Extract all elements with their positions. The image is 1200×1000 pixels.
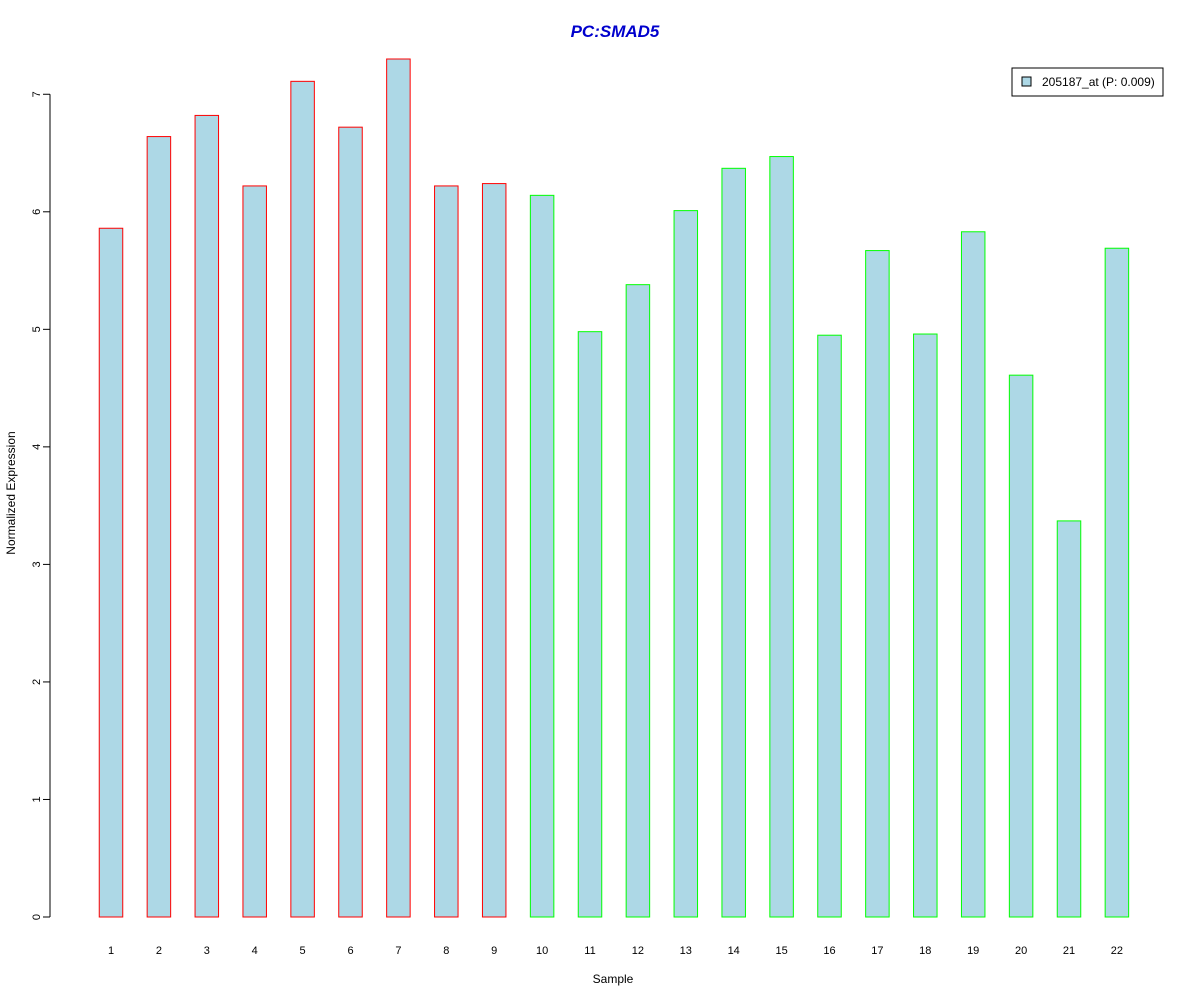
x-tick-label: 18	[919, 945, 931, 957]
bar-sample-3	[194, 114, 220, 918]
bar-sample-1	[98, 227, 124, 918]
y-tick-label: 1	[31, 796, 43, 802]
x-axis-title: Sample	[593, 972, 634, 986]
bar-sample-16	[817, 334, 842, 918]
y-axis-title: Normalized Expression	[4, 431, 18, 554]
bar-sample-12	[625, 284, 651, 918]
x-tick-label: 16	[823, 945, 835, 957]
bar-sample-5	[290, 80, 315, 918]
bar-sample-22	[1104, 247, 1130, 918]
bar-sample-10	[529, 194, 555, 918]
y-tick-label: 4	[31, 444, 43, 450]
chart-title: PC:SMAD5	[571, 22, 660, 41]
y-tick-label: 3	[31, 561, 43, 567]
bars-group	[98, 58, 1130, 918]
x-tick-label: 14	[728, 945, 740, 957]
x-tick-labels: 1 2 3 4 5 6 7 8 9 10 11 12 13 14 15 16 17 18 19 20 21 22	[108, 945, 1123, 957]
bar-sample-14	[721, 167, 746, 918]
x-tick-label: 13	[680, 945, 692, 957]
x-tick-label: 10	[536, 945, 548, 957]
x-tick-label: 17	[871, 945, 883, 957]
x-tick-label: 15	[775, 945, 787, 957]
y-tick-label: 0	[31, 914, 43, 920]
x-tick-label: 21	[1063, 945, 1075, 957]
y-tick-label: 2	[31, 679, 43, 685]
x-tick-label: 22	[1111, 945, 1123, 957]
bar-sample-2	[146, 136, 172, 918]
bar-sample-13	[673, 210, 699, 918]
bar-sample-21	[1056, 520, 1082, 918]
bar-sample-6	[338, 126, 363, 918]
legend-box	[1011, 67, 1164, 97]
bar-sample-20	[1008, 374, 1034, 918]
bar-sample-11	[577, 331, 603, 918]
x-tick-label: 5	[300, 945, 306, 957]
x-tick-label: 4	[252, 945, 258, 957]
y-tick-label: 5	[31, 326, 43, 332]
x-tick-label: 8	[443, 945, 449, 957]
x-tick-label: 20	[1015, 945, 1027, 957]
bar-sample-18	[913, 333, 938, 918]
x-tick-label: 3	[204, 945, 210, 957]
bar-sample-8	[434, 185, 459, 918]
bar-sample-17	[865, 250, 890, 918]
bar-sample-4	[242, 185, 267, 918]
x-tick-label: 19	[967, 945, 979, 957]
bar-sample-9	[481, 183, 507, 918]
x-tick-label: 12	[632, 945, 644, 957]
x-tick-label: 9	[491, 945, 497, 957]
x-tick-label: 11	[584, 945, 595, 957]
y-tick-label: 6	[31, 209, 43, 215]
x-tick-label: 2	[156, 945, 162, 957]
legend-swatch	[1021, 76, 1032, 87]
x-tick-label: 7	[395, 945, 401, 957]
bar-sample-7	[386, 58, 411, 918]
bar-sample-19	[960, 231, 986, 918]
y-tick-label: 7	[31, 91, 43, 97]
x-tick-label: 1	[108, 945, 114, 957]
bar-sample-15	[769, 156, 794, 918]
legend: 205187_at (P: 0.009)	[1011, 67, 1164, 97]
x-tick-label: 6	[347, 945, 353, 957]
legend-label: 205187_at (P: 0.009)	[1042, 75, 1155, 89]
y-axis: 0 1 2 3 4 5 6 7	[31, 91, 51, 920]
